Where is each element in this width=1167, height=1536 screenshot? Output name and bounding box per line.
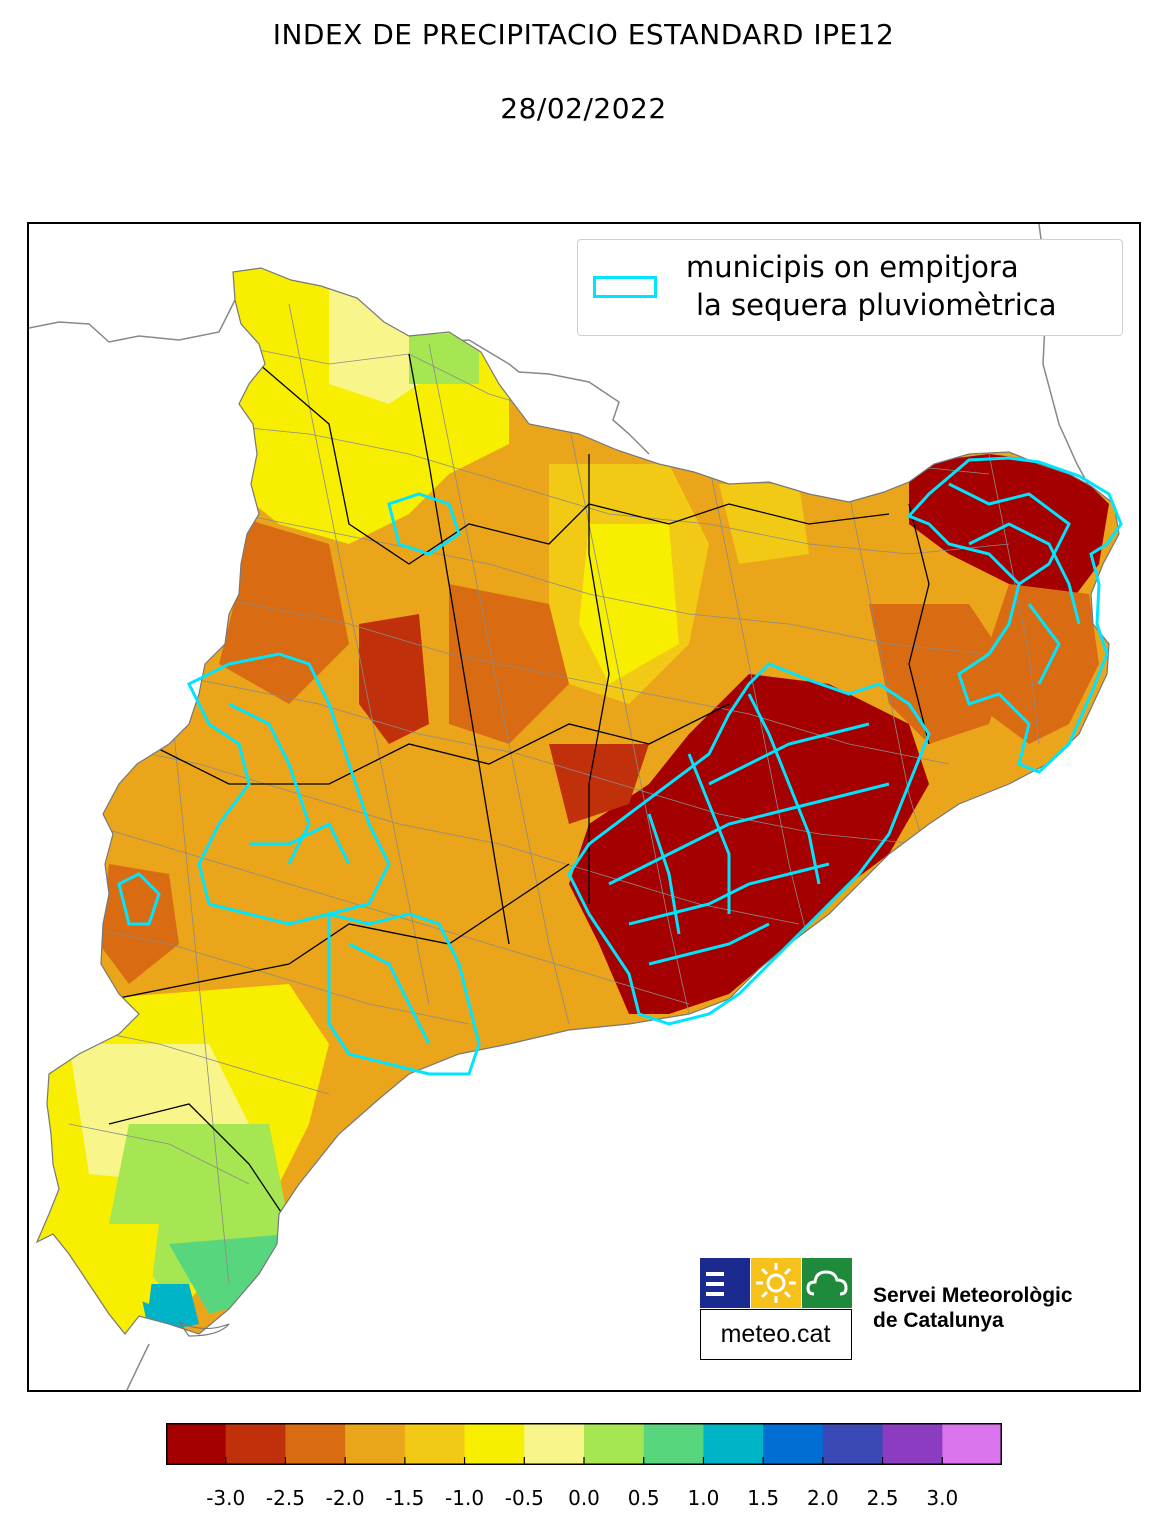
border-line-west bbox=[29, 299, 236, 343]
org-name-line2: de Catalunya bbox=[873, 1309, 1004, 1332]
colorbar-segment bbox=[524, 1423, 585, 1465]
worsening-municipalities-outline bbox=[117, 456, 1123, 1076]
colorbar-segment bbox=[584, 1423, 645, 1465]
colorbar-segment bbox=[464, 1423, 525, 1465]
colorbar-tick-labels: -3.0 -2.5 -2.0 -1.5 -1.0 -0.5 0.0 0.5 1.0 1.5 2.0 2… bbox=[0, 1486, 1167, 1516]
colorbar-segment bbox=[225, 1423, 286, 1465]
logo-text-box: meteo.cat bbox=[700, 1309, 852, 1360]
legend-label-line2: la sequera pluviomètrica bbox=[696, 288, 1057, 322]
colorbar-segment bbox=[643, 1423, 704, 1465]
border-line-south bbox=[126, 1343, 150, 1390]
colorbar-tick-label: 0.0 bbox=[568, 1486, 600, 1510]
sun-icon bbox=[756, 1263, 796, 1303]
catalonia-map bbox=[29, 224, 1123, 1390]
colorbar-segment bbox=[703, 1423, 764, 1465]
colorbar-segment bbox=[166, 1423, 227, 1465]
colorbar-segment bbox=[285, 1423, 346, 1465]
cloud-icon bbox=[806, 1270, 848, 1296]
map-panel bbox=[27, 222, 1141, 1392]
colorbar-tick-label: 3.0 bbox=[926, 1486, 959, 1510]
colorbar-segment bbox=[404, 1423, 466, 1465]
colorbar-segment bbox=[345, 1423, 406, 1465]
stripes-icon bbox=[706, 1272, 724, 1296]
map-title: INDEX DE PRECIPITACIO ESTANDARD IPE12 bbox=[272, 18, 895, 51]
map-date: 28/02/2022 bbox=[500, 92, 667, 125]
map-legend: municipis on empitjora la sequera pluvio… bbox=[577, 239, 1123, 336]
logo-green-cell bbox=[802, 1258, 852, 1308]
colorbar-tick-label: 2.0 bbox=[806, 1486, 839, 1510]
colorbar-segment bbox=[763, 1423, 824, 1465]
colorbar-tick-label: 1.0 bbox=[687, 1486, 720, 1510]
logo-yellow-cell bbox=[751, 1258, 801, 1308]
colorbar-segment bbox=[882, 1423, 943, 1465]
colorbar-segment bbox=[822, 1423, 884, 1465]
colorbar-tick-label: -1.0 bbox=[445, 1486, 485, 1510]
colorbar bbox=[166, 1423, 1002, 1465]
logo-blue-cell bbox=[700, 1258, 750, 1308]
legend-label-line1: municipis on empitjora bbox=[686, 250, 1019, 284]
meteocat-logo: meteo.cat bbox=[700, 1258, 852, 1360]
colorbar-segment bbox=[942, 1423, 1002, 1465]
colorbar-tick-label: -2.0 bbox=[325, 1486, 365, 1510]
colorbar-tick-label: -3.0 bbox=[206, 1486, 246, 1510]
org-name-line1: Servei Meteorològic bbox=[873, 1284, 1073, 1307]
colorbar-tick-label: -2.5 bbox=[265, 1486, 305, 1510]
legend-outline-swatch bbox=[593, 276, 657, 298]
colorbar-tick-label: -1.5 bbox=[385, 1486, 425, 1510]
colorbar-tick-label: 2.5 bbox=[866, 1486, 899, 1510]
colorbar-tick-label: 0.5 bbox=[627, 1486, 660, 1510]
colorbar-tick-label: 1.5 bbox=[747, 1486, 780, 1510]
colorbar-tick-label: -0.5 bbox=[504, 1486, 544, 1510]
logo-text: meteo.cat bbox=[720, 1320, 831, 1348]
precipitation-index-fill bbox=[37, 268, 1119, 1334]
